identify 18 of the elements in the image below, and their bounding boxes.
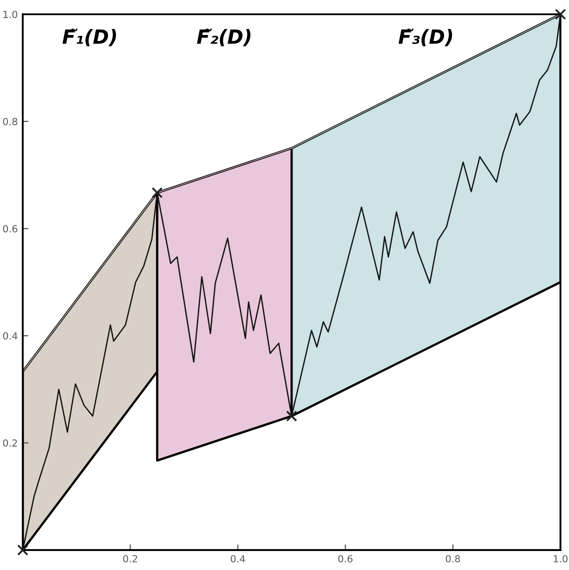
y-tick-label: 0.2 [3, 439, 17, 447]
y-tick-label: 0.8 [3, 118, 18, 126]
point [554, 8, 566, 20]
y-tick-label: 0.6 [3, 225, 18, 232]
y-tick-label: 1.0 [4, 10, 18, 18]
point [17, 544, 28, 556]
line-series [22, 14, 560, 550]
x-tick-label: 1.0 [554, 555, 568, 562]
point [152, 187, 163, 198]
x-tick-label: 0.4 [230, 555, 246, 562]
x-tick-label: 0.8 [446, 555, 460, 562]
annotation: F̃₂(D) [196, 28, 250, 46]
y-tick-label: 0.4 [3, 332, 18, 340]
x-tick-label: 0.2 [123, 555, 138, 562]
annotation: F̃₃(D) [398, 28, 452, 46]
annotation: F̃₁(D) [62, 28, 116, 46]
x-tick-label: 0.6 [338, 555, 352, 562]
point [286, 410, 298, 422]
